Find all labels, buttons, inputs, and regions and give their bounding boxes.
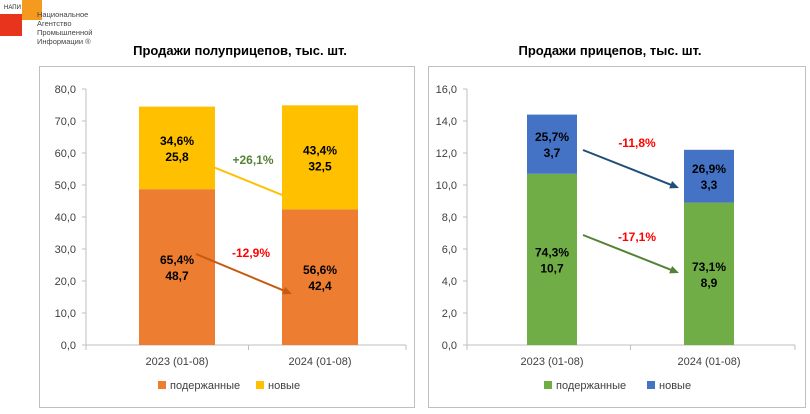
y-tick-label: 0,0: [61, 340, 76, 352]
bar-used: [527, 173, 577, 345]
bar-value-label: 25,8: [165, 150, 189, 164]
y-tick-label: 8,0: [442, 212, 457, 224]
bar-share-label: 74,3%: [535, 245, 569, 259]
x-category-label: 2023 (01-08): [146, 356, 209, 368]
change-arrow-line: [195, 253, 286, 293]
logo-org-line: Агентство: [37, 19, 72, 28]
y-tick-label: 50,0: [55, 180, 76, 192]
y-tick-label: 20,0: [55, 276, 76, 288]
logo-org-line: Промышленной: [37, 28, 93, 37]
logo-red-square: [0, 14, 22, 36]
y-tick-label: 6,0: [442, 244, 457, 256]
bar-used: [282, 209, 358, 345]
bar-share-label: 56,6%: [303, 263, 337, 277]
legend-label: подержанные: [170, 380, 240, 392]
bar-new: [282, 105, 358, 210]
y-tick-label: 4,0: [442, 276, 457, 288]
trailer-chart-panel: 0,0 2,0 4,0 6,0 8,0 10,0 12,0 14,0 16,0 74,3% 10,7…: [428, 66, 806, 408]
bar-share-label: 73,1%: [692, 260, 726, 274]
logo-orange-square: [22, 0, 42, 20]
bar-used: [139, 189, 215, 345]
bar-share-label: 65,4%: [160, 253, 194, 267]
logo-org-line: Информации ®: [37, 37, 91, 46]
bar-value-label: 42,4: [308, 279, 332, 293]
semitrailer-sales-chart: 0,0 10,0 20,0 30,0 40,0 50,0 60,0 70,0 80,0 65,4%…: [55, 84, 407, 392]
bar-share-label: 26,9%: [692, 162, 726, 176]
y-tick-label: 10,0: [55, 308, 76, 320]
y-tick-label: 12,0: [436, 148, 457, 160]
logo-abbr: НАПИ: [3, 4, 22, 12]
change-percent-label: -17,1%: [618, 230, 656, 244]
change-arrow-head: [282, 286, 292, 295]
legend-swatch: [647, 381, 655, 389]
logo-org-line: Национальное: [37, 10, 89, 19]
change-arrow-head: [669, 265, 679, 274]
y-tick-label: 70,0: [55, 116, 76, 128]
bar-share-label: 25,7%: [535, 130, 569, 144]
bar-share-label: 43,4%: [303, 143, 337, 157]
bar-used: [684, 202, 734, 345]
bar-value-label: 3,7: [544, 146, 561, 160]
y-tick-label: 10,0: [436, 180, 457, 192]
change-percent-label: -12,9%: [232, 246, 270, 260]
bar-new: [684, 149, 734, 203]
y-tick-label: 40,0: [55, 212, 76, 224]
bar-value-label: 8,9: [701, 276, 718, 290]
change-arrow-line: [582, 149, 673, 187]
y-tick-label: 16,0: [436, 84, 457, 96]
y-tick-label: 14,0: [436, 116, 457, 128]
change-arrow-line: [582, 234, 673, 272]
x-category-label: 2024 (01-08): [678, 356, 741, 368]
bar-value-label: 10,7: [540, 261, 564, 275]
change-arrow-line: [195, 159, 286, 198]
bar-new: [527, 114, 577, 174]
change-percent-label: -11,8%: [618, 136, 656, 150]
semitrailer-chart-panel: 0,0 10,0 20,0 30,0 40,0 50,0 60,0 70,0 80,0 65,4%…: [39, 66, 415, 408]
y-tick-label: 60,0: [55, 148, 76, 160]
trailer-sales-chart: 0,0 2,0 4,0 6,0 8,0 10,0 12,0 14,0 16,0 74,3% 10,7…: [436, 84, 796, 392]
y-tick-label: 30,0: [55, 244, 76, 256]
bar-value-label: 48,7: [165, 269, 189, 283]
legend-swatch: [158, 381, 166, 389]
trailer-chart-title: Продажи прицепов, тыс. шт.: [518, 43, 702, 58]
bar-share-label: 34,6%: [160, 134, 194, 148]
y-tick-label: 2,0: [442, 308, 457, 320]
legend-label: новые: [659, 380, 691, 392]
legend-swatch: [544, 381, 552, 389]
legend-swatch: [256, 381, 264, 389]
legend-label: новые: [268, 380, 300, 392]
bar-new: [139, 106, 215, 190]
legend-label: подержанные: [556, 380, 626, 392]
semitrailer-chart-title: Продажи полуприцепов, тыс. шт.: [133, 43, 347, 58]
y-tick-label: 0,0: [442, 340, 457, 352]
bar-value-label: 32,5: [308, 159, 332, 173]
change-arrow-head: [282, 191, 292, 200]
change-arrow-head: [669, 180, 679, 189]
logo-org-name: Национальное Агентство Промышленной Инфо…: [37, 10, 107, 46]
x-category-label: 2023 (01-08): [521, 356, 584, 368]
napi-logo: НАПИ Национальное Агентство Промышленной…: [0, 0, 110, 56]
y-tick-label: 80,0: [55, 84, 76, 96]
change-percent-label: +26,1%: [232, 153, 273, 167]
bar-value-label: 3,3: [701, 178, 718, 192]
x-category-label: 2024 (01-08): [289, 356, 352, 368]
